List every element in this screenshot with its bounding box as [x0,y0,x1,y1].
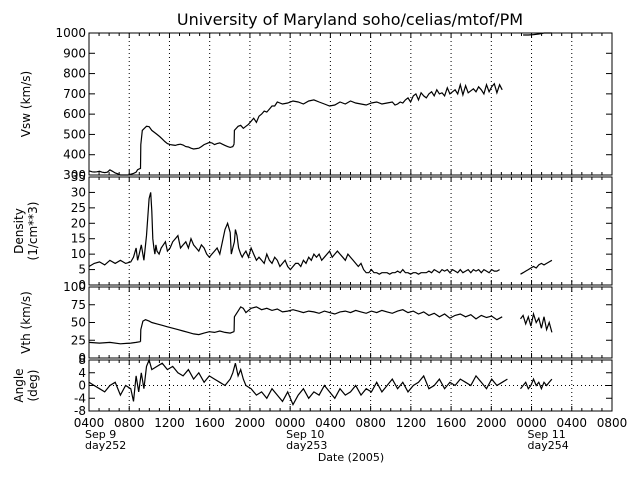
x-tick-label: 0800 [355,416,386,430]
panel-vsw: 300 400 500 600 700 800 900 1000 Vsw (km/s) [19,26,613,182]
day-label: day254 [528,439,569,452]
y-tick-label: 500 [63,127,86,141]
y-tick-label: 8 [78,353,86,367]
y-tick-label: 400 [63,148,86,162]
x-axis: 0400 0800 1200 1600 2000 0000 0400 0800 1200 1600… [74,416,628,452]
y-tick-label: 75 [71,298,86,312]
y-tick-label: 300 [63,168,86,182]
y-tick-label: 20 [71,216,86,230]
x-tick-label: 2000 [235,416,266,430]
y-tick-label: 4 [78,366,86,380]
series-line [139,319,235,342]
series-line [139,125,235,169]
y-tick-label: 10 [71,247,86,261]
x-tick-label: 0000 [275,416,306,430]
y-tick-label: 600 [63,107,86,121]
date-label: Sep 9 [85,428,116,441]
y-tick-label: 0 [78,379,86,393]
series-line [520,377,553,391]
x-tick-label: 0800 [114,416,145,430]
x-tick-label: 0400 [74,416,105,430]
y-tick-label: 800 [63,67,86,81]
y-tick-label: -8 [74,404,86,418]
y-axis-label: Density [12,208,26,254]
x-tick-label: 0800 [597,416,628,430]
y-tick-label: 5 [78,263,86,277]
y-tick-label: 15 [71,232,86,246]
y-tick-label: 35 [71,170,86,184]
panel-vth: 0 25 50 75 100 Vth (km/s) [19,280,613,365]
y-axis-label: Vth (km/s) [19,291,33,354]
panel-frame [88,32,613,176]
y-axis-label: (1/cm**3) [26,202,40,261]
series-line [88,358,508,406]
y-tick-label: 50 [71,316,86,330]
series-line [88,192,500,275]
x-tick-label: 1200 [396,416,427,430]
y-tick-label: 30 [71,185,86,199]
series-line [88,341,141,345]
chart-title: University of Maryland soho/celias/mtof/… [177,10,523,29]
y-tick-label: 25 [71,201,86,215]
date-label: Sep 11 [528,428,566,441]
series-line [88,167,142,176]
x-axis-label: Date (2005) [318,451,384,464]
x-tick-label: 0400 [556,416,587,430]
x-tick-label: 0000 [516,416,547,430]
y-axis-label: Vsw (km/s) [19,71,33,137]
y-tick-label: 900 [63,46,86,60]
panel-frame [88,286,613,359]
y-axis-label: (deg) [26,370,40,402]
x-tick-label: 0400 [315,416,346,430]
series-line [233,82,503,144]
series-line [233,306,503,332]
day-label: day253 [286,439,327,452]
series-line [520,311,553,333]
panel-frame [88,176,613,286]
x-tick-label: 1600 [194,416,225,430]
day-label: day252 [85,439,126,452]
date-label: Sep 10 [286,428,324,441]
y-tick-label: 1000 [55,26,86,40]
x-tick-label: 1600 [436,416,467,430]
y-tick-label: -4 [74,391,86,405]
y-tick-label: 25 [71,333,86,347]
series-line [520,259,553,275]
series-line [523,32,552,36]
y-tick-label: 0 [78,278,86,292]
y-axis-label: Angle [12,368,26,402]
y-tick-label: 0 [78,351,86,365]
y-tick-label: 700 [63,87,86,101]
y-tick-label: 100 [63,280,86,294]
x-tick-label: 2000 [476,416,507,430]
x-tick-label: 1200 [154,416,185,430]
